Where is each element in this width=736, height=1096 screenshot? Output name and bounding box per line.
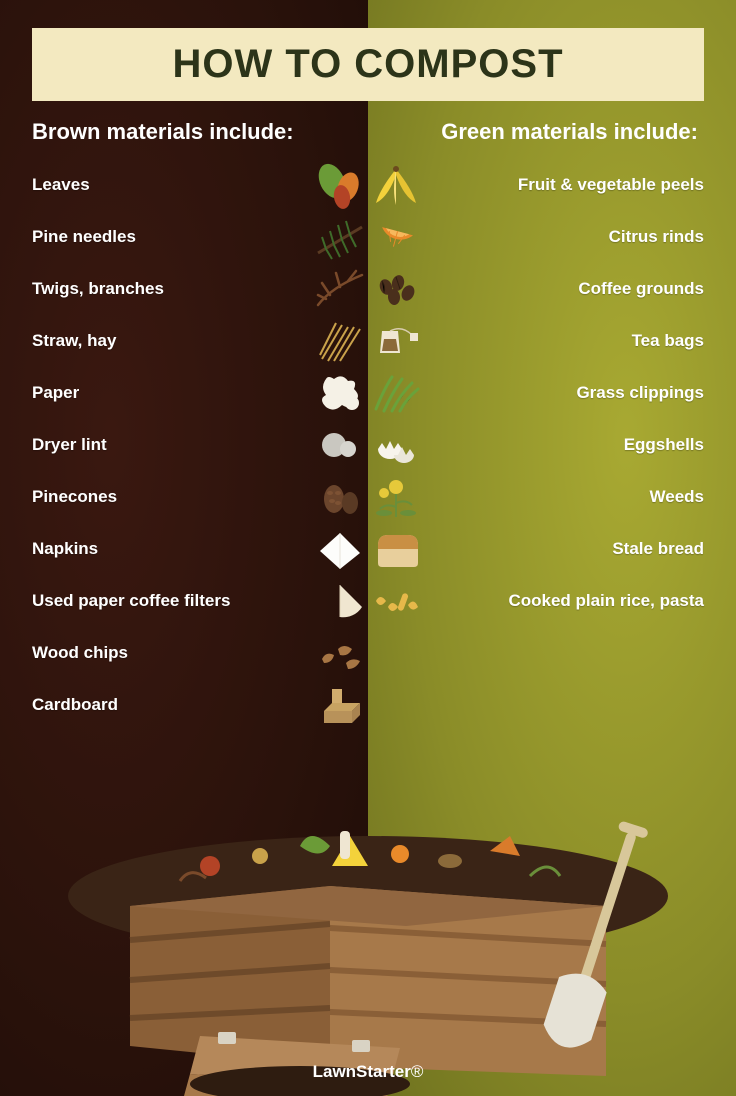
- item-label: Stale bread: [612, 539, 704, 559]
- list-item: Leaves: [32, 159, 368, 211]
- item-label: Cooked plain rice, pasta: [508, 591, 704, 611]
- item-label: Dryer lint: [32, 435, 107, 455]
- twigs-icon: [174, 265, 368, 313]
- list-item: Citrus rinds: [368, 211, 704, 263]
- pinecones-icon: [127, 473, 368, 521]
- brand-footer: LawnStarter®: [0, 1062, 736, 1082]
- pasta-icon: [368, 577, 498, 625]
- list-item: Cardboard: [32, 679, 368, 731]
- item-label: Straw, hay: [32, 331, 116, 351]
- item-label: Leaves: [32, 175, 90, 195]
- napkins-icon: [108, 525, 368, 573]
- columns: Brown materials include: Leaves Pine nee…: [0, 119, 736, 731]
- list-item: Grass clippings: [368, 367, 704, 419]
- item-label: Twigs, branches: [32, 279, 164, 299]
- item-label: Weeds: [650, 487, 705, 507]
- item-label: Wood chips: [32, 643, 128, 663]
- list-item: Pine needles: [32, 211, 368, 263]
- item-label: Pine needles: [32, 227, 136, 247]
- banana-peel-icon: [368, 161, 508, 209]
- coffee-grounds-icon: [368, 265, 568, 313]
- list-item: Pinecones: [32, 471, 368, 523]
- item-label: Eggshells: [624, 435, 704, 455]
- weeds-icon: [368, 473, 640, 521]
- list-item: Fruit & vegetable peels: [368, 159, 704, 211]
- item-label: Tea bags: [632, 331, 704, 351]
- item-label: Cardboard: [32, 695, 118, 715]
- list-item: Dryer lint: [32, 419, 368, 471]
- list-item: Twigs, branches: [32, 263, 368, 315]
- list-item: Coffee grounds: [368, 263, 704, 315]
- list-item: Paper: [32, 367, 368, 419]
- list-item: Eggshells: [368, 419, 704, 471]
- page-title: HOW TO COMPOST: [32, 42, 704, 87]
- lint-icon: [117, 421, 368, 469]
- brand-mark: ®: [411, 1062, 424, 1081]
- brown-column: Brown materials include: Leaves Pine nee…: [32, 119, 368, 731]
- paper-icon: [89, 369, 368, 417]
- grass-icon: [368, 369, 566, 417]
- coffee-filter-icon: [240, 577, 368, 625]
- eggshells-icon: [368, 421, 614, 469]
- header-banner: HOW TO COMPOST: [32, 28, 704, 101]
- bread-icon: [368, 525, 602, 573]
- list-item: Tea bags: [368, 315, 704, 367]
- item-label: Napkins: [32, 539, 98, 559]
- item-label: Used paper coffee filters: [32, 591, 230, 611]
- leaves-icon: [100, 161, 368, 209]
- green-heading: Green materials include:: [368, 119, 704, 145]
- item-label: Citrus rinds: [609, 227, 704, 247]
- item-label: Coffee grounds: [578, 279, 704, 299]
- item-label: Paper: [32, 383, 79, 403]
- item-label: Grass clippings: [576, 383, 704, 403]
- citrus-icon: [368, 213, 599, 261]
- list-item: Napkins: [32, 523, 368, 575]
- teabag-icon: [368, 317, 622, 365]
- brand-name: LawnStarter: [313, 1062, 411, 1081]
- wood-chips-icon: [138, 629, 368, 677]
- list-item: Cooked plain rice, pasta: [368, 575, 704, 627]
- list-item: Used paper coffee filters: [32, 575, 368, 627]
- pine-icon: [146, 213, 368, 261]
- straw-icon: [126, 317, 368, 365]
- green-column: Green materials include: Fruit & vegetab…: [368, 119, 704, 731]
- list-item: Wood chips: [32, 627, 368, 679]
- compost-bin-illustration: [0, 736, 736, 1096]
- cardboard-icon: [128, 681, 368, 729]
- list-item: Stale bread: [368, 523, 704, 575]
- brown-heading: Brown materials include:: [32, 119, 368, 145]
- item-label: Fruit & vegetable peels: [518, 175, 704, 195]
- list-item: Straw, hay: [32, 315, 368, 367]
- list-item: Weeds: [368, 471, 704, 523]
- item-label: Pinecones: [32, 487, 117, 507]
